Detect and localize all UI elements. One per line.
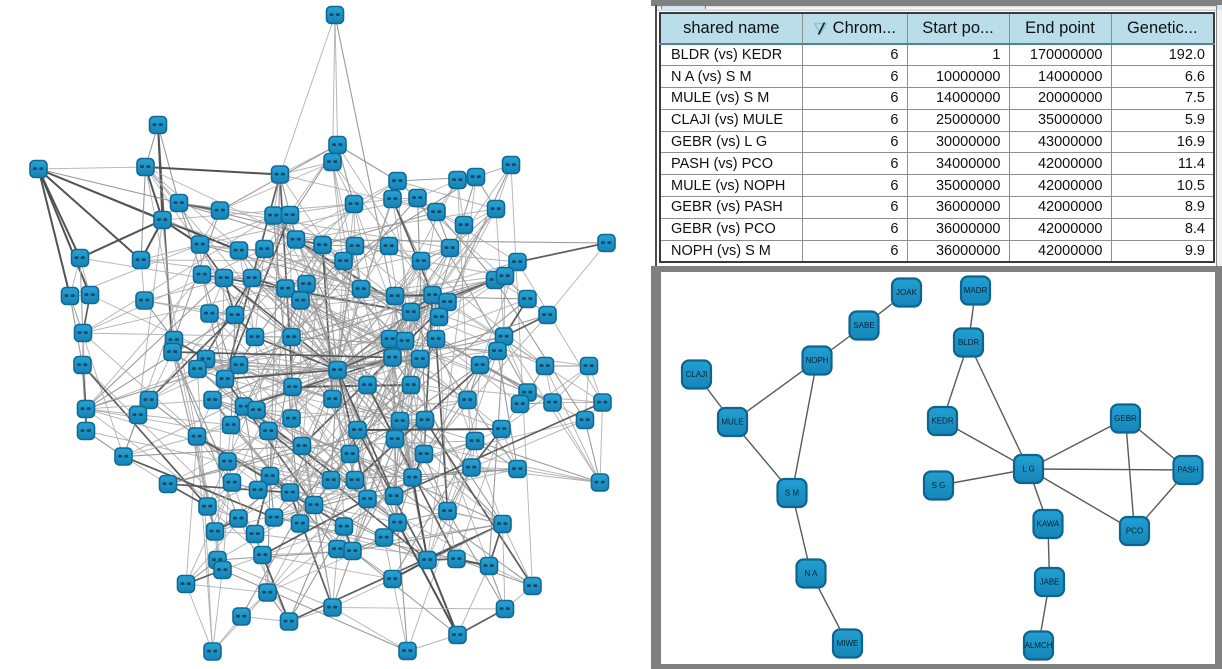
svg-text:KEDR: KEDR <box>931 417 953 426</box>
svg-text:ALMCH: ALMCH <box>1024 641 1052 650</box>
svg-text:MADR: MADR <box>964 286 988 295</box>
svg-text:S M: S M <box>785 489 800 498</box>
svg-text:S G: S G <box>932 481 946 490</box>
svg-text:KAWA: KAWA <box>1037 520 1061 529</box>
svg-text:CLAJI: CLAJI <box>686 370 708 379</box>
svg-text:L G: L G <box>1022 465 1035 474</box>
svg-text:PCO: PCO <box>1126 527 1143 536</box>
svg-text:MULE: MULE <box>721 418 743 427</box>
svg-text:JABE: JABE <box>1039 578 1059 587</box>
svg-text:NOPH: NOPH <box>805 356 828 365</box>
svg-text:JOAK: JOAK <box>896 288 918 297</box>
svg-text:GEBR: GEBR <box>1114 414 1137 423</box>
svg-text:PASH: PASH <box>1177 466 1198 475</box>
svg-text:SABE: SABE <box>853 321 874 330</box>
svg-text:BLDR: BLDR <box>958 338 980 347</box>
svg-text:MIWE: MIWE <box>837 639 859 648</box>
svg-text:N A: N A <box>805 569 819 578</box>
